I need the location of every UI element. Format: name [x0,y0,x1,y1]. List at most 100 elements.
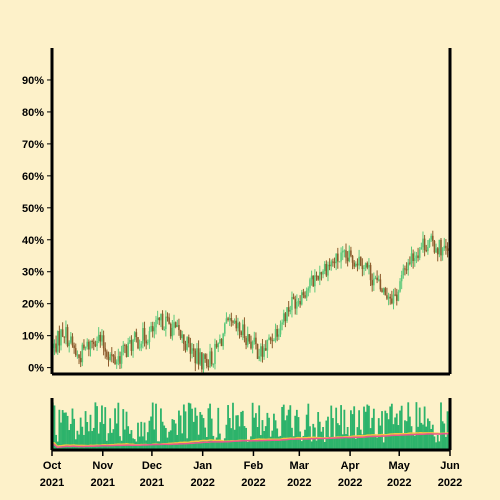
candle-body [230,318,233,322]
volume-bar [264,426,267,450]
volume-bar [181,433,184,450]
volume-bar [363,406,365,450]
volume-bar [94,402,97,450]
volume-bar [304,429,306,450]
candle-body [233,320,236,323]
candle-body [222,333,224,347]
candle-body [151,325,154,332]
candle-body [186,337,188,350]
candle-body [445,245,447,249]
candle-body [78,354,80,358]
y-tick-label: 20% [22,299,44,311]
volume-bar [256,427,259,450]
candle-body [145,340,147,344]
volume-bar [163,425,166,450]
candle-body [223,323,226,334]
candle-body [276,328,279,337]
volume-bar [127,426,130,450]
volume-bar [343,409,346,450]
y-tick-label: 10% [22,331,44,343]
volume-bar [107,433,110,450]
volume-bar [102,423,105,450]
x-tick-month-label: Jun [440,460,460,472]
candle-body [261,346,264,357]
candle-body [436,248,439,255]
volume-bar [297,417,300,450]
candle-body [138,347,141,349]
x-tick-month-label: Oct [43,460,62,472]
volume-bar [320,431,323,450]
y-tick-label: 30% [22,267,44,279]
candle-body [392,294,395,304]
candle-body [210,351,213,365]
volume-bar [169,430,172,450]
x-tick-month-label: Dec [142,460,162,472]
volume-bar [410,426,413,450]
candle-body [318,272,321,280]
candle-body [202,354,205,370]
candle-body [243,324,246,339]
y-tick-label: 90% [22,75,44,87]
candle-body [315,275,318,277]
x-axis-ticks: Oct 2021 Nov 2021 Dec 2021 Jan 2022 Feb 2022 Mar 20… [40,450,462,489]
volume-bar [318,421,321,450]
candle-body [215,343,218,348]
candle-body [310,275,313,280]
candle-body [205,358,208,367]
volume-bar [425,426,428,450]
volume-bar [443,423,446,450]
x-tick-year-label: 2022 [190,477,214,489]
volume-bar [294,415,297,450]
volume-bar [58,409,61,450]
candle-body [127,342,129,357]
candle-body [61,329,64,337]
candle-body [156,317,159,320]
candle-body [417,255,419,258]
volume-bar [60,422,62,450]
volume-bar [207,408,210,450]
candle-body [320,272,323,275]
candle-body [263,348,265,357]
volume-bar [310,441,313,450]
candle-body [327,264,329,276]
candle-body [71,336,74,346]
candle-body [179,330,182,339]
volume-bar [156,441,159,450]
candle-body [335,253,337,264]
candle-body [187,337,190,344]
y-tick-label: 50% [22,203,44,215]
candle-body [227,318,229,320]
volume-bar [399,410,401,450]
candle-body [271,340,274,342]
candle-body [56,330,59,352]
volume-bar [440,402,442,450]
volume-bar [151,402,154,450]
candle-body [114,356,116,365]
candle-body [338,261,341,263]
y-tick-label: 70% [22,139,44,151]
volume-bar [122,409,125,450]
candle-body [317,275,319,280]
candle-body [374,277,377,279]
volume-bar [289,405,292,450]
candle-body [353,262,355,267]
volume-bars [51,402,451,450]
candle-body [361,265,364,270]
candle-body [160,313,162,321]
candle-body [143,328,146,341]
volume-bar [174,423,177,450]
candle-body [286,307,288,322]
candle-body [446,248,449,251]
x-tick-year-label: 2022 [241,477,265,489]
volume-bar [138,436,141,450]
y-tick-label: 0% [28,363,44,375]
candle-body [166,316,169,318]
candle-body [359,256,362,266]
volume-bar [87,431,90,450]
candle-body [115,361,118,365]
volume-bar [200,414,203,450]
candle-body [379,279,382,290]
volume-bar [384,410,387,450]
volume-bar [376,437,379,450]
volume-bar [354,438,357,450]
